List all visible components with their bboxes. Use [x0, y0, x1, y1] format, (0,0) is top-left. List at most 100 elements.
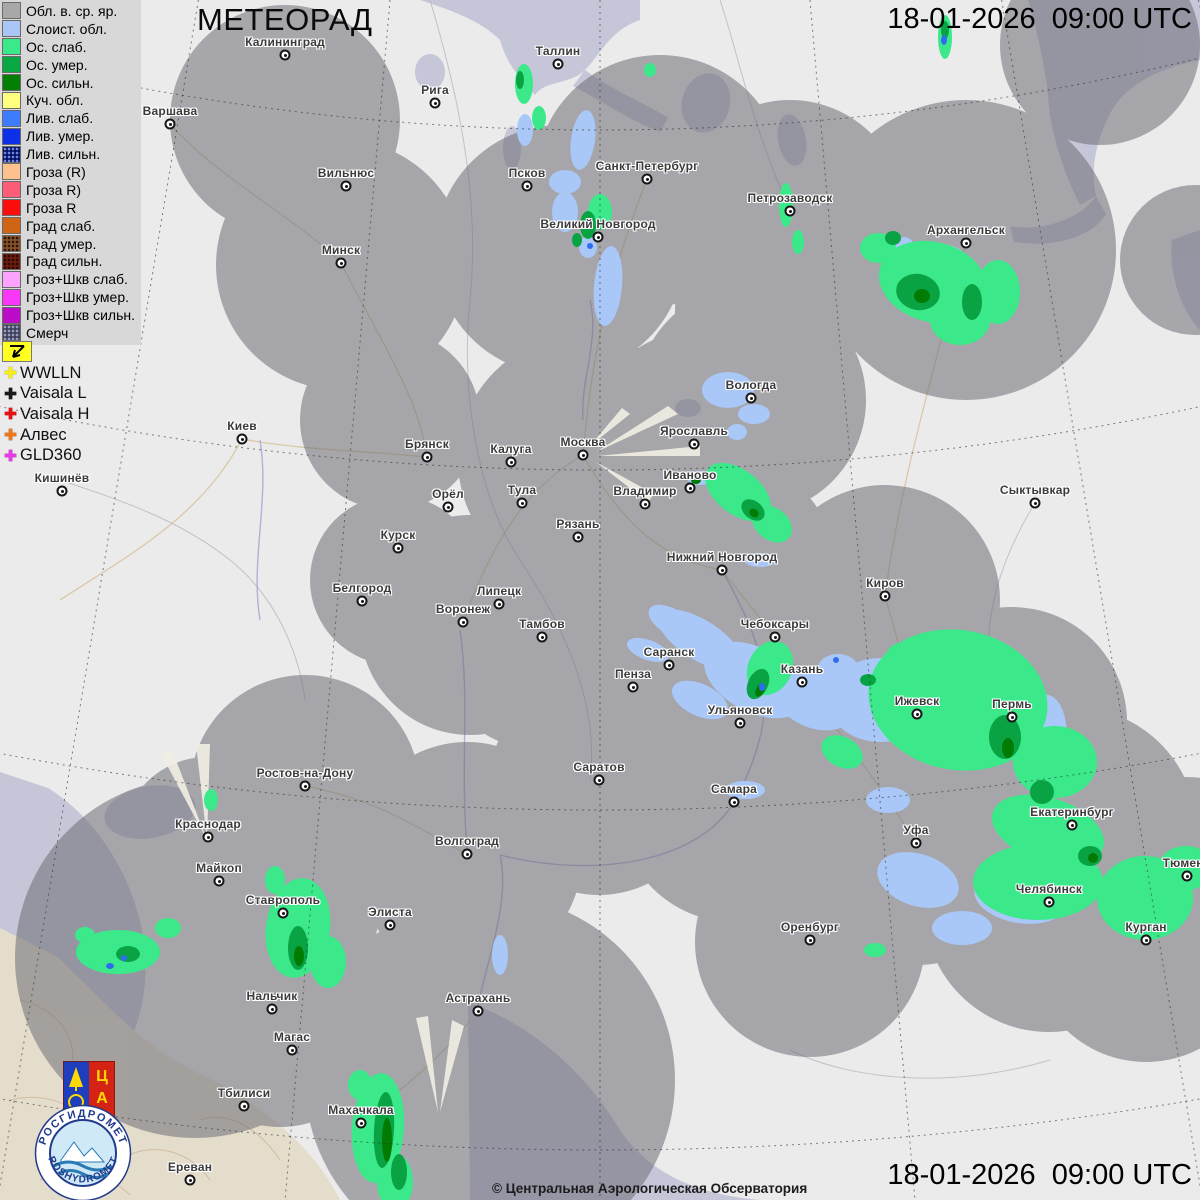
city-marker	[1181, 870, 1193, 882]
city-marker	[457, 616, 469, 628]
precip-cell-shower	[106, 963, 114, 969]
legend-swatch	[2, 324, 21, 342]
city-marker	[236, 433, 248, 445]
precip-cell-light	[310, 936, 346, 988]
precipitation-layer	[75, 15, 1200, 1200]
city-marker	[688, 438, 700, 450]
lightning-label: Vaisala H	[20, 404, 90, 423]
precip-cell-strat	[570, 110, 596, 170]
city-label: Ижевск	[894, 694, 940, 708]
precip-cell-strat	[818, 654, 858, 682]
precip-cell-strat	[593, 246, 623, 326]
city-marker	[493, 598, 505, 610]
city-label: Тбилиси	[217, 1086, 271, 1100]
precip-cell-mod	[572, 233, 582, 247]
city-label: Москва	[560, 435, 606, 449]
precip-cell-heavy	[914, 289, 930, 303]
lightning-item: ✚ WWLLN	[1, 363, 89, 384]
legend-item: Гроза R)	[2, 181, 135, 199]
lightning-label: GLD360	[20, 446, 82, 465]
legend-item: Гроз+Шкв сильн.	[2, 306, 135, 324]
city-label: Псков	[508, 166, 546, 180]
precip-cell-strat	[552, 192, 578, 232]
city-label: Самара	[710, 782, 758, 796]
precip-cell-shower	[587, 243, 593, 249]
city-marker	[277, 907, 289, 919]
legend-label: Гроза R)	[26, 181, 82, 198]
city-label: Ставрополь	[245, 893, 321, 907]
city-marker	[202, 831, 214, 843]
city-label: Воронеж	[435, 602, 491, 616]
legend-item: Лив. слаб.	[2, 109, 135, 127]
city-label: Вильнюс	[317, 166, 375, 180]
legend-label: Слоист. обл.	[26, 20, 107, 37]
precip-cell-strat	[866, 787, 910, 813]
precip-cell-mod	[941, 21, 949, 39]
city-label: Брянск	[405, 437, 449, 451]
city-label: Санкт-Петербург	[595, 159, 699, 173]
city-marker	[728, 796, 740, 808]
precip-cell-light	[532, 106, 546, 130]
city-label: Пермь	[992, 697, 1032, 711]
radar-coverage-circle	[816, 100, 1116, 400]
precip-cell-strat	[932, 911, 992, 945]
city-marker	[784, 205, 796, 217]
lightning-cross-icon: ✚	[4, 365, 17, 383]
legend-item: Ос. умер.	[2, 56, 135, 74]
city-label: Волгоград	[435, 834, 499, 848]
precip-cell-mod	[580, 211, 596, 239]
city-marker	[1066, 819, 1078, 831]
city-label: Калуга	[490, 442, 532, 456]
city-marker	[1006, 711, 1018, 723]
svg-text:Ц: Ц	[96, 1068, 108, 1085]
precip-cell-shower	[941, 35, 947, 45]
precip-cell-heavy	[691, 476, 701, 484]
lightning-cross-icon: ✚	[4, 406, 17, 424]
city-marker	[355, 1117, 367, 1129]
legend-swatch	[2, 56, 21, 74]
legend-label: Гроз+Шкв сильн.	[26, 307, 135, 324]
city-marker	[911, 708, 923, 720]
city-marker	[627, 681, 639, 693]
city-label: Петрозаводск	[747, 191, 833, 205]
lightning-cross-icon: ✚	[4, 427, 17, 445]
precip-cell-strat	[671, 680, 729, 720]
legend-item: Лив. сильн.	[2, 145, 135, 163]
legend-label: Ос. слаб.	[26, 38, 87, 55]
city-marker	[266, 1003, 278, 1015]
city-label: Тула	[507, 483, 537, 497]
precip-cell-shower	[833, 657, 839, 663]
roshydromet-logo: РОСГИДРОМЕТ ROSHYDROMET	[34, 1104, 132, 1200]
legend-item: Гроз+Шкв умер.	[2, 288, 135, 306]
city-marker	[684, 482, 696, 494]
datetime-bottom: 18-01-2026 09:00 UTC	[887, 1159, 1192, 1191]
legend-label: Гроз+Шкв слаб.	[26, 271, 128, 288]
legend-label: Град сильн.	[26, 253, 103, 270]
precip-cell-heavy	[1088, 853, 1098, 863]
squall-symbol-box	[2, 341, 32, 362]
precip-cell-light	[1013, 726, 1097, 798]
city-marker	[592, 231, 604, 243]
city-marker	[577, 449, 589, 461]
precip-cell-mod	[962, 284, 982, 320]
squall-icon	[10, 345, 25, 358]
city-marker	[472, 1005, 484, 1017]
legend-item: Гроза (R)	[2, 163, 135, 181]
city-marker	[286, 1044, 298, 1056]
precip-cell-strat	[549, 170, 581, 194]
copyright: © Центральная Аэрологическая Обсерватори…	[492, 1181, 808, 1196]
city-marker	[804, 934, 816, 946]
legend-label: Смерч	[26, 324, 69, 341]
legend-swatch	[2, 288, 21, 306]
legend-item: Град умер.	[2, 235, 135, 253]
precip-cell-light	[821, 735, 863, 769]
city-marker	[879, 590, 891, 602]
city-label: Пенза	[614, 667, 652, 681]
legend-label: Куч. обл.	[26, 92, 84, 109]
legend-swatch	[2, 235, 21, 253]
precip-cell-strat	[877, 852, 959, 908]
city-marker	[238, 1100, 250, 1112]
precip-cell-strat	[702, 372, 754, 408]
lightning-label: WWLLN	[20, 363, 82, 382]
legend-item: Ос. сильн.	[2, 74, 135, 92]
